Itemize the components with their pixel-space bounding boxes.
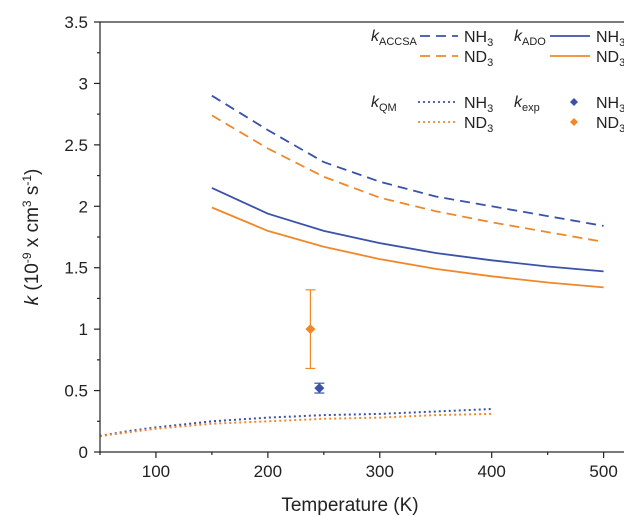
data-point-exp-nd3	[305, 324, 316, 335]
plot-area	[99, 94, 604, 437]
y-axis-title-part: -1	[20, 175, 34, 186]
x-tick-label: 500	[589, 462, 617, 481]
legend-entry-sub: 3	[619, 57, 624, 69]
legend-marker-exp	[570, 98, 578, 106]
legend-entry-sub: 3	[487, 103, 493, 115]
legend-k: k	[514, 28, 523, 45]
legend-entry-accsa: NH3	[464, 29, 493, 49]
legend-entry-text: ND	[596, 115, 619, 132]
legend-k: k	[371, 28, 380, 45]
x-tick-label: 100	[142, 462, 170, 481]
legend-entry-exp: ND3	[596, 115, 624, 135]
series-line-qm-nh3	[99, 408, 492, 437]
legend-marker-exp	[570, 118, 578, 126]
legend-entry-accsa: ND3	[464, 49, 493, 69]
x-axis-title: Temperature (K)	[281, 495, 418, 516]
y-tick-label: 1	[79, 320, 88, 339]
y-axis-title-part: x cm	[22, 207, 43, 252]
y-axis-title-part: 3	[20, 200, 34, 207]
legend-entry-text: ND	[464, 115, 487, 132]
series-line-accsa-nh3	[211, 94, 604, 227]
y-tick-label: 2.5	[64, 136, 88, 155]
y-tick-label: 0.5	[64, 382, 88, 401]
legend-sub: exp	[522, 102, 540, 114]
legend-entry-exp: NH3	[596, 95, 624, 115]
legend-entry-ado: NH3	[596, 29, 624, 49]
legend-sub: ADO	[522, 36, 546, 48]
y-axis-title: k (10-9 x cm3 s-1)	[20, 169, 43, 306]
y-tick-label: 2	[79, 197, 88, 216]
x-tick-label: 300	[366, 462, 394, 481]
legend-entry-text: NH	[596, 29, 619, 46]
y-axis-title-symbol: k	[22, 291, 43, 306]
y-axis-title-part: s	[22, 186, 43, 201]
x-tick-label: 200	[254, 462, 282, 481]
legend-entry-text: ND	[464, 49, 487, 66]
y-tick-label: 1.5	[64, 259, 88, 278]
legend-label-ado: kADO	[514, 28, 546, 48]
legend-k: k	[371, 94, 380, 111]
y-axis-title-part: -9	[20, 252, 34, 263]
legend-entry-sub: 3	[487, 37, 493, 49]
y-axis-title-part: )	[22, 169, 43, 175]
legend-label-qm: kQM	[371, 94, 397, 114]
legend-entry-sub: 3	[487, 57, 493, 69]
plot-frame	[99, 21, 624, 453]
y-tick-label: 0	[79, 443, 88, 462]
legend-entry-text: NH	[464, 29, 487, 46]
data-point-exp-nh3	[314, 383, 325, 394]
legend-entry-text: NH	[464, 95, 487, 112]
legend-entry-ado: ND3	[596, 49, 624, 69]
y-tick-label: 3.5	[64, 13, 88, 32]
legend-sub: ACCSA	[379, 36, 418, 48]
legend-label-accsa: kACCSA	[371, 28, 418, 48]
y-tick-label: 3	[79, 74, 88, 93]
axes: 100 200 300 400 500 0 0.5 1 1.5 2 2.5 3 3.5	[64, 13, 624, 481]
y-axis-title-part: (10	[22, 263, 43, 290]
legend-sub: QM	[379, 102, 397, 114]
series-line-accsa-nd3	[211, 114, 604, 243]
legend-entry-sub: 3	[619, 123, 624, 135]
series-line-ado-nh3	[211, 187, 604, 273]
legend-entry-qm: ND3	[464, 115, 493, 135]
legend-entry-sub: 3	[619, 103, 624, 115]
legend-entry-text: ND	[596, 49, 619, 66]
legend-entry-qm: NH3	[464, 95, 493, 115]
x-tick-label: 400	[478, 462, 506, 481]
legend-entry-sub: 3	[619, 37, 624, 49]
legend-entry-text: NH	[596, 95, 619, 112]
legend-entry-sub: 3	[487, 123, 493, 135]
series-line-ado-nd3	[211, 206, 604, 289]
legend-label-exp: kexp	[514, 94, 540, 114]
legend-k: k	[514, 94, 523, 111]
